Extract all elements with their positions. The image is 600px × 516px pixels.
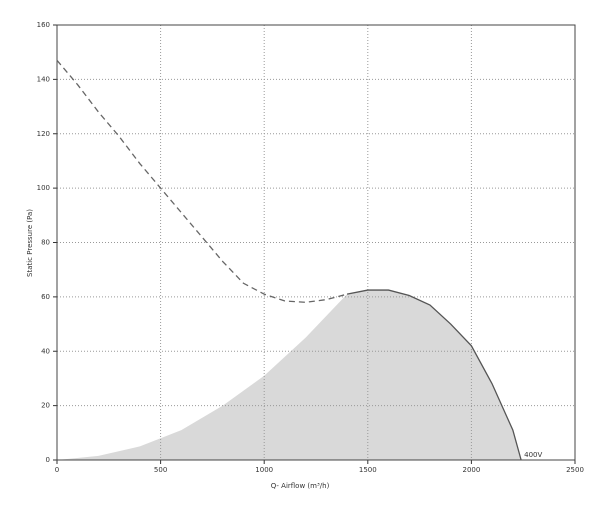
y-tick-label: 0 <box>46 456 50 464</box>
area <box>57 290 522 460</box>
line <box>346 289 522 461</box>
plot-frame <box>56 24 576 461</box>
y-tick-label: 80 <box>41 239 50 247</box>
y-tick-label: 20 <box>41 402 50 410</box>
y-axis-label: Static Pressure (Pa) <box>26 209 34 277</box>
y-tick-label: 60 <box>41 293 50 301</box>
x-axis-label: Q- Airflow (m³/h) <box>271 482 330 490</box>
annotation: 400V <box>524 451 542 459</box>
x-tick-label: 2500 <box>566 466 584 474</box>
x-tick-label: 500 <box>154 466 167 474</box>
y-tick-label: 160 <box>37 21 50 29</box>
y-tick-label: 40 <box>41 347 50 355</box>
y-tick-label: 100 <box>37 184 50 192</box>
y-tick-label: 140 <box>37 75 50 83</box>
x-tick-label: 1000 <box>255 466 273 474</box>
line <box>56 59 348 303</box>
y-tick-label: 120 <box>37 130 50 138</box>
x-tick-label: 0 <box>55 466 59 474</box>
x-tick-label: 2000 <box>462 466 480 474</box>
x-tick-label: 1500 <box>359 466 377 474</box>
